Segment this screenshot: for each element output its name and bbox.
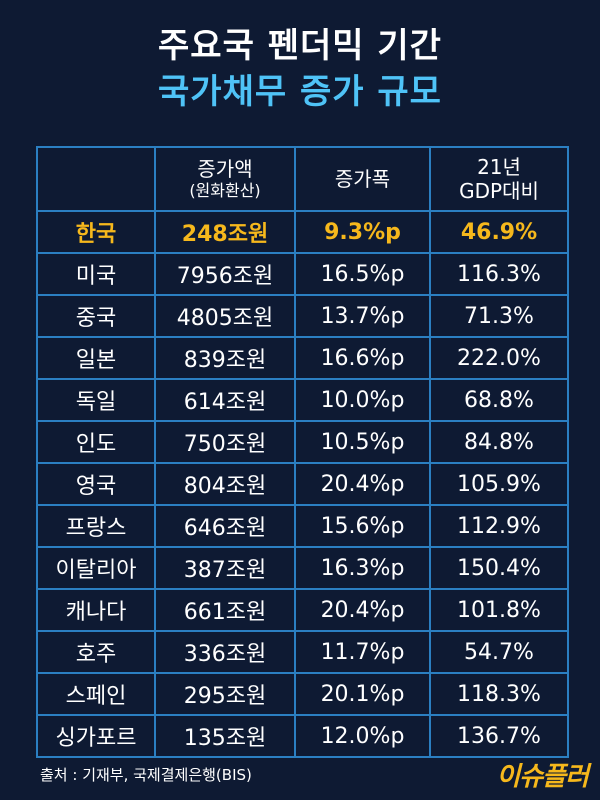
cell-country: 스페인: [36, 672, 156, 716]
cell-increase-amount: 387조원: [154, 546, 296, 590]
cell-country: 이탈리아: [36, 546, 156, 590]
table-row: 스페인 295조원 20.1%p 118.3%: [36, 672, 569, 716]
cell-increase-amount: 295조원: [154, 672, 296, 716]
table-row: 호주 336조원 11.7%p 54.7%: [36, 630, 569, 674]
cell-gdp-ratio: 46.9%: [429, 210, 569, 254]
cell-increase-rate: 16.3%p: [294, 546, 431, 590]
header-increase-amount-label: 증가액: [197, 157, 253, 181]
cell-country: 영국: [36, 462, 156, 506]
table-row: 중국 4805조원 13.7%p 71.3%: [36, 294, 569, 338]
cell-gdp-ratio: 118.3%: [429, 672, 569, 716]
cell-gdp-ratio: 71.3%: [429, 294, 569, 338]
cell-increase-amount: 336조원: [154, 630, 296, 674]
cell-gdp-ratio: 84.8%: [429, 420, 569, 464]
cell-country: 중국: [36, 294, 156, 338]
cell-gdp-ratio: 136.7%: [429, 714, 569, 758]
cell-increase-amount: 661조원: [154, 588, 296, 632]
cell-increase-rate: 10.0%p: [294, 378, 431, 422]
title-block: 주요국 펜더믹 기간 국가채무 증가 규모: [0, 24, 600, 114]
cell-increase-rate: 11.7%p: [294, 630, 431, 674]
header-gdp-ratio-year: 21년: [477, 155, 521, 179]
cell-increase-amount: 614조원: [154, 378, 296, 422]
cell-increase-rate: 9.3%p: [294, 210, 431, 254]
cell-gdp-ratio: 112.9%: [429, 504, 569, 548]
cell-increase-amount: 804조원: [154, 462, 296, 506]
header-gdp-ratio: 21년 GDP대비: [429, 146, 569, 212]
header-increase-amount: 증가액 (원화환산): [154, 146, 296, 212]
cell-increase-rate: 20.4%p: [294, 588, 431, 632]
cell-country: 인도: [36, 420, 156, 464]
table-body: 한국 248조원 9.3%p 46.9% 미국 7956조원 16.5%p 116.3% 중국 4…: [36, 210, 569, 758]
header-increase-rate: 증가폭: [294, 146, 431, 212]
cell-increase-rate: 12.0%p: [294, 714, 431, 758]
cell-increase-amount: 135조원: [154, 714, 296, 758]
brand-logo: 이슈플러: [496, 762, 589, 792]
table-row: 독일 614조원 10.0%p 68.8%: [36, 378, 569, 422]
cell-increase-amount: 248조원: [154, 210, 296, 254]
cell-increase-rate: 20.1%p: [294, 672, 431, 716]
debt-table: 증가액 (원화환산) 증가폭 21년 GDP대비 한국 248조원 9.3%p 46.…: [36, 146, 569, 758]
table-row: 싱가포르 135조원 12.0%p 136.7%: [36, 714, 569, 758]
cell-increase-rate: 16.5%p: [294, 252, 431, 296]
cell-increase-amount: 839조원: [154, 336, 296, 380]
cell-increase-rate: 10.5%p: [294, 420, 431, 464]
cell-increase-amount: 4805조원: [154, 294, 296, 338]
cell-gdp-ratio: 101.8%: [429, 588, 569, 632]
cell-increase-amount: 646조원: [154, 504, 296, 548]
table-row: 한국 248조원 9.3%p 46.9%: [36, 210, 569, 254]
cell-increase-rate: 20.4%p: [294, 462, 431, 506]
cell-country: 독일: [36, 378, 156, 422]
table-row: 미국 7956조원 16.5%p 116.3%: [36, 252, 569, 296]
cell-gdp-ratio: 222.0%: [429, 336, 569, 380]
cell-increase-rate: 13.7%p: [294, 294, 431, 338]
table-header-row: 증가액 (원화환산) 증가폭 21년 GDP대비: [36, 146, 569, 212]
table-row: 프랑스 646조원 15.6%p 112.9%: [36, 504, 569, 548]
cell-increase-rate: 15.6%p: [294, 504, 431, 548]
header-country: [36, 146, 156, 212]
table-row: 영국 804조원 20.4%p 105.9%: [36, 462, 569, 506]
cell-country: 한국: [36, 210, 156, 254]
table-row: 캐나다 661조원 20.4%p 101.8%: [36, 588, 569, 632]
cell-country: 일본: [36, 336, 156, 380]
source-note: 출처 : 기재부, 국제결제은행(BIS): [40, 766, 252, 784]
cell-country: 미국: [36, 252, 156, 296]
table-row: 일본 839조원 16.6%p 222.0%: [36, 336, 569, 380]
cell-country: 호주: [36, 630, 156, 674]
cell-gdp-ratio: 105.9%: [429, 462, 569, 506]
cell-gdp-ratio: 68.8%: [429, 378, 569, 422]
cell-increase-amount: 750조원: [154, 420, 296, 464]
title-line-1: 주요국 펜더믹 기간: [158, 26, 442, 66]
cell-increase-amount: 7956조원: [154, 252, 296, 296]
header-increase-rate-label: 증가폭: [334, 167, 391, 191]
cell-country: 캐나다: [36, 588, 156, 632]
cell-country: 프랑스: [36, 504, 156, 548]
header-increase-amount-sub: (원화환산): [189, 181, 261, 200]
table-row: 이탈리아 387조원 16.3%p 150.4%: [36, 546, 569, 590]
table-row: 인도 750조원 10.5%p 84.8%: [36, 420, 569, 464]
title-line-2: 국가채무 증가 규모: [158, 72, 442, 112]
cell-gdp-ratio: 54.7%: [429, 630, 569, 674]
header-gdp-ratio-label: GDP대비: [459, 179, 539, 203]
cell-gdp-ratio: 150.4%: [429, 546, 569, 590]
cell-gdp-ratio: 116.3%: [429, 252, 569, 296]
cell-country: 싱가포르: [36, 714, 156, 758]
cell-increase-rate: 16.6%p: [294, 336, 431, 380]
